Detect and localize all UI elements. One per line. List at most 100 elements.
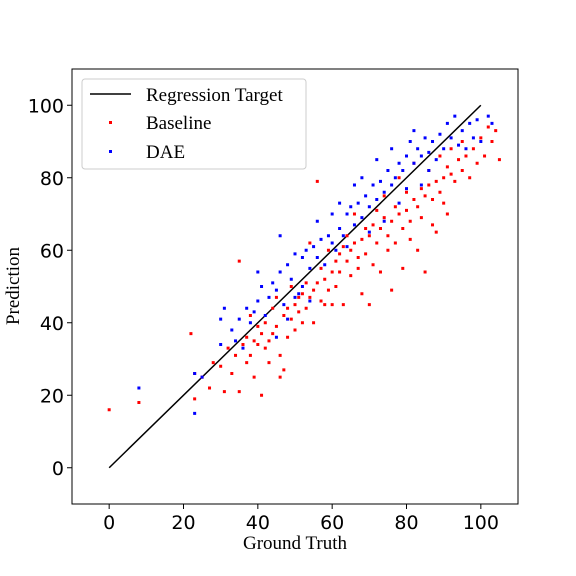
dae-point xyxy=(412,129,416,133)
baseline-point xyxy=(475,161,479,165)
dae-point xyxy=(319,237,323,241)
dae-point xyxy=(427,150,431,154)
dae-point xyxy=(475,118,479,122)
baseline-point xyxy=(405,208,408,212)
baseline-point xyxy=(412,198,416,201)
baseline-point xyxy=(208,386,212,390)
x-tick-label: 60 xyxy=(320,512,344,534)
baseline-point xyxy=(408,237,412,241)
baseline-point xyxy=(401,266,405,270)
baseline-point xyxy=(315,281,319,285)
baseline-point xyxy=(289,317,293,321)
dae-point xyxy=(386,169,390,172)
dae-point xyxy=(427,169,431,172)
dae-point xyxy=(263,314,267,317)
baseline-point xyxy=(282,314,286,317)
dae-point xyxy=(289,277,293,281)
dae-point xyxy=(312,245,316,249)
baseline-point xyxy=(393,205,397,209)
dae-point xyxy=(360,176,364,180)
baseline-point xyxy=(483,154,487,158)
baseline-point xyxy=(260,393,264,397)
baseline-point xyxy=(304,281,308,285)
dae-point xyxy=(341,234,345,238)
baseline-point xyxy=(334,259,338,263)
y-tick-label: 80 xyxy=(40,168,64,190)
baseline-point xyxy=(349,274,353,278)
baseline-point xyxy=(334,285,338,288)
dae-point xyxy=(471,136,475,140)
dae-point xyxy=(260,285,264,288)
y-tick-label: 60 xyxy=(40,240,64,262)
dae-point xyxy=(286,317,290,321)
baseline-point xyxy=(137,401,141,404)
baseline-point xyxy=(237,259,241,263)
dae-point xyxy=(479,140,483,143)
dae-point xyxy=(352,183,356,187)
dae-point xyxy=(219,343,223,346)
dae-point xyxy=(256,299,260,303)
baseline-point xyxy=(419,216,423,220)
baseline-point xyxy=(386,234,390,238)
baseline-point xyxy=(360,292,364,296)
dae-point xyxy=(434,158,438,162)
dae-point xyxy=(401,169,405,172)
baseline-point xyxy=(286,335,290,339)
baseline-point xyxy=(419,187,423,191)
baseline-point xyxy=(315,179,319,183)
dae-point xyxy=(278,234,282,238)
dae-point xyxy=(323,263,327,267)
baseline-point xyxy=(300,321,304,325)
dae-point xyxy=(375,158,379,162)
dae-point xyxy=(271,281,275,285)
dae-point xyxy=(315,219,319,223)
dae-point xyxy=(245,306,249,310)
y-tick-label: 100 xyxy=(28,95,64,117)
dae-point xyxy=(256,270,260,274)
baseline-point xyxy=(278,353,282,357)
baseline-point xyxy=(293,303,297,307)
dae-point xyxy=(193,372,197,375)
baseline-point xyxy=(367,234,371,238)
dae-point xyxy=(405,187,408,191)
x-tick-label: 20 xyxy=(171,512,195,534)
baseline-point xyxy=(326,288,330,292)
series-baseline xyxy=(107,125,501,412)
dae-point xyxy=(293,295,297,299)
baseline-point xyxy=(468,176,472,180)
legend-baseline-marker xyxy=(109,121,112,124)
baseline-point xyxy=(226,346,230,350)
baseline-point xyxy=(341,245,345,249)
dae-point xyxy=(445,121,449,125)
dae-point xyxy=(248,321,252,325)
dae-point xyxy=(408,140,412,143)
baseline-point xyxy=(494,129,498,133)
dae-point xyxy=(375,198,379,201)
baseline-point xyxy=(356,256,360,259)
dae-point xyxy=(241,346,245,350)
y-tick-label: 20 xyxy=(40,385,64,407)
legend-label-dae: DAE xyxy=(146,142,185,163)
baseline-point xyxy=(423,194,427,198)
dae-point xyxy=(367,205,371,209)
dae-point xyxy=(222,306,226,310)
legend-box xyxy=(81,78,307,170)
dae-point xyxy=(360,216,364,220)
baseline-point xyxy=(438,190,442,194)
plot-area xyxy=(107,104,501,469)
dae-point xyxy=(449,136,453,140)
baseline-point xyxy=(282,368,286,372)
baseline-point xyxy=(252,375,256,379)
dae-point xyxy=(237,317,241,321)
baseline-point xyxy=(416,205,420,209)
baseline-point xyxy=(193,397,197,401)
x-tick-label: 80 xyxy=(394,512,418,534)
dae-point xyxy=(304,248,308,252)
baseline-point xyxy=(397,212,401,216)
dae-point xyxy=(278,270,282,274)
baseline-point xyxy=(222,390,226,394)
dae-point xyxy=(230,328,234,332)
baseline-point xyxy=(338,270,342,274)
dae-point xyxy=(419,154,423,158)
dae-point xyxy=(193,411,197,415)
